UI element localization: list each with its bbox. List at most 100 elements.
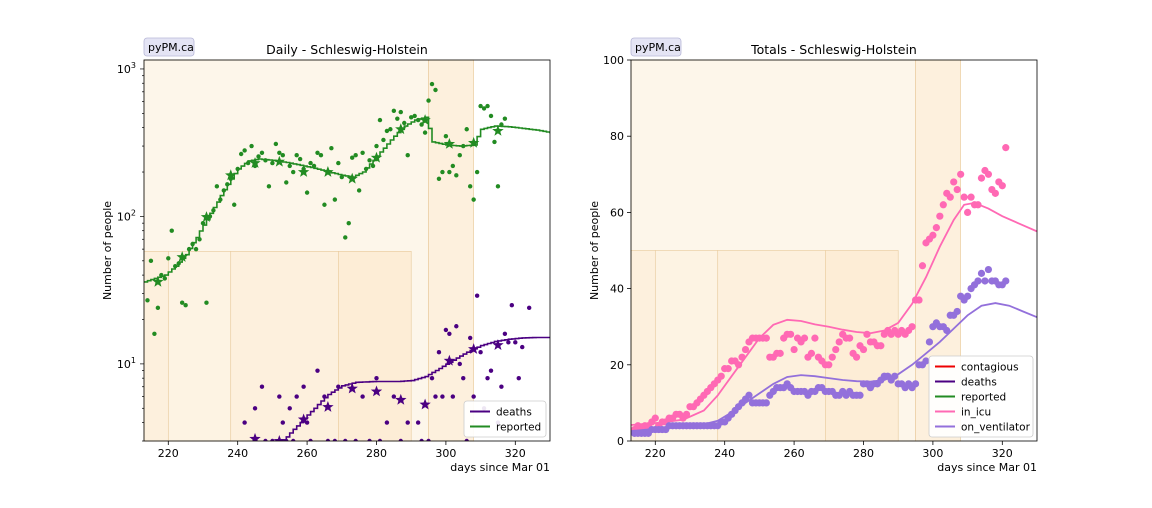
reported-data-point: [179, 300, 185, 305]
reported-data-point: [492, 139, 497, 145]
deaths-data-point: [454, 324, 459, 329]
in-icu-data-point: [811, 334, 819, 342]
reported-weekly-marker: [249, 157, 261, 168]
series-group: [144, 81, 550, 441]
reported-data-point: [190, 241, 195, 247]
x-tick-label: 240: [227, 447, 248, 460]
reported-data-point: [287, 163, 292, 169]
x-axis-ticks: 220 240 260 280 300 320: [645, 441, 1013, 460]
reported-data-point: [495, 184, 501, 189]
deaths-data-point: [252, 406, 258, 411]
in-icu-data-point: [960, 193, 968, 201]
reported-data-point: [350, 155, 355, 160]
in-icu-data-point: [946, 193, 954, 201]
deaths-data-point: [287, 406, 292, 411]
deaths-data-point: [447, 331, 452, 336]
on-ventilator-data-point: [984, 265, 993, 274]
in-icu-data-point: [825, 361, 833, 369]
deaths-data-point: [478, 350, 483, 355]
deaths-data-point: [426, 438, 431, 441]
in-icu-data-point: [1002, 144, 1010, 152]
deaths-weekly-marker: [468, 343, 480, 354]
reported-data-point: [353, 153, 358, 158]
reported-data-point: [502, 116, 508, 121]
reported-data-point: [346, 220, 351, 226]
deaths-data-point: [405, 420, 410, 425]
shaded-period: [428, 59, 474, 442]
x-tick-label: 320: [992, 447, 1013, 460]
reported-data-point: [471, 197, 476, 202]
reported-data-point: [388, 127, 393, 132]
y-tick-exponent: 3: [131, 61, 136, 70]
reported-data-point: [367, 158, 372, 163]
in-icu-data-point: [800, 334, 809, 342]
reported-data-point: [467, 184, 473, 189]
reported-data-point: [315, 150, 320, 156]
pypm-badge[interactable]: pyPM.ca: [630, 37, 682, 57]
reported-data-point: [176, 261, 181, 266]
y-axis-label: Number of people: [588, 201, 601, 300]
reported-weekly-marker: [273, 155, 285, 167]
reported-weekly-marker: [370, 151, 383, 163]
on-ventilator-data-point: [745, 391, 753, 399]
reported-weekly-marker: [176, 251, 188, 262]
deaths-data-point: [284, 438, 289, 441]
on-ventilator-data-point: [856, 391, 864, 399]
reported-data-point: [412, 113, 417, 119]
deaths-data-point: [263, 438, 268, 441]
x-tick-label: 280: [853, 447, 874, 460]
deaths-data-point: [332, 438, 338, 441]
in-icu-data-point: [741, 345, 750, 354]
on-ventilator-model-line: [631, 302, 1037, 432]
deaths-data-point: [398, 438, 403, 441]
reported-data-point: [221, 188, 227, 193]
reported-data-point: [284, 180, 289, 185]
x-tick-label: 320: [505, 447, 526, 460]
reported-data-point: [384, 128, 390, 134]
reported-data-point: [273, 141, 279, 147]
reported-data-point: [478, 103, 483, 109]
reported-data-point: [259, 150, 265, 156]
series-group: [631, 144, 1037, 437]
on-ventilator-data-point: [953, 307, 961, 316]
reported-weekly-marker: [492, 124, 504, 136]
deaths-data-point: [391, 394, 397, 399]
reported-data-point: [294, 153, 299, 158]
reported-data-point: [197, 237, 202, 242]
in-icu-data-point: [918, 262, 927, 270]
deaths-data-point: [360, 394, 365, 399]
reported-data-point: [159, 272, 164, 278]
deaths-data-point: [415, 420, 421, 425]
x-tick-label: 280: [366, 447, 387, 460]
in-icu-data-point: [762, 334, 770, 342]
in-icu-data-point: [908, 323, 916, 331]
reported-data-point: [318, 153, 324, 158]
in-icu-data-point: [717, 372, 725, 380]
reported-data-point: [211, 208, 216, 213]
reported-data-point: [381, 137, 386, 143]
deaths-data-point: [322, 394, 327, 399]
in-icu-data-point: [998, 182, 1006, 190]
y-tick-label: 0: [617, 435, 624, 448]
in-icu-data-point: [967, 193, 975, 201]
deaths-weekly-marker: [443, 354, 456, 366]
deaths-weekly-marker: [370, 385, 383, 397]
y-tick-base: 10: [117, 358, 131, 371]
reported-data-point: [270, 160, 275, 166]
legend: deaths reported: [463, 400, 547, 438]
reported-data-point: [374, 143, 379, 149]
on-ventilator-data-point: [943, 326, 951, 335]
on-ventilator-data-point: [1002, 277, 1010, 285]
reported-data-point: [193, 246, 199, 252]
deaths-data-point: [277, 394, 282, 399]
pypm-badge[interactable]: pyPM.ca: [143, 37, 195, 57]
reported-data-point: [339, 174, 344, 180]
deaths-data-point: [506, 340, 511, 345]
reported-data-point: [329, 146, 334, 151]
reported-data-point: [343, 235, 348, 240]
reported-data-point: [145, 298, 150, 303]
deaths-data-point: [270, 438, 275, 441]
x-tick-label: 240: [714, 447, 735, 460]
